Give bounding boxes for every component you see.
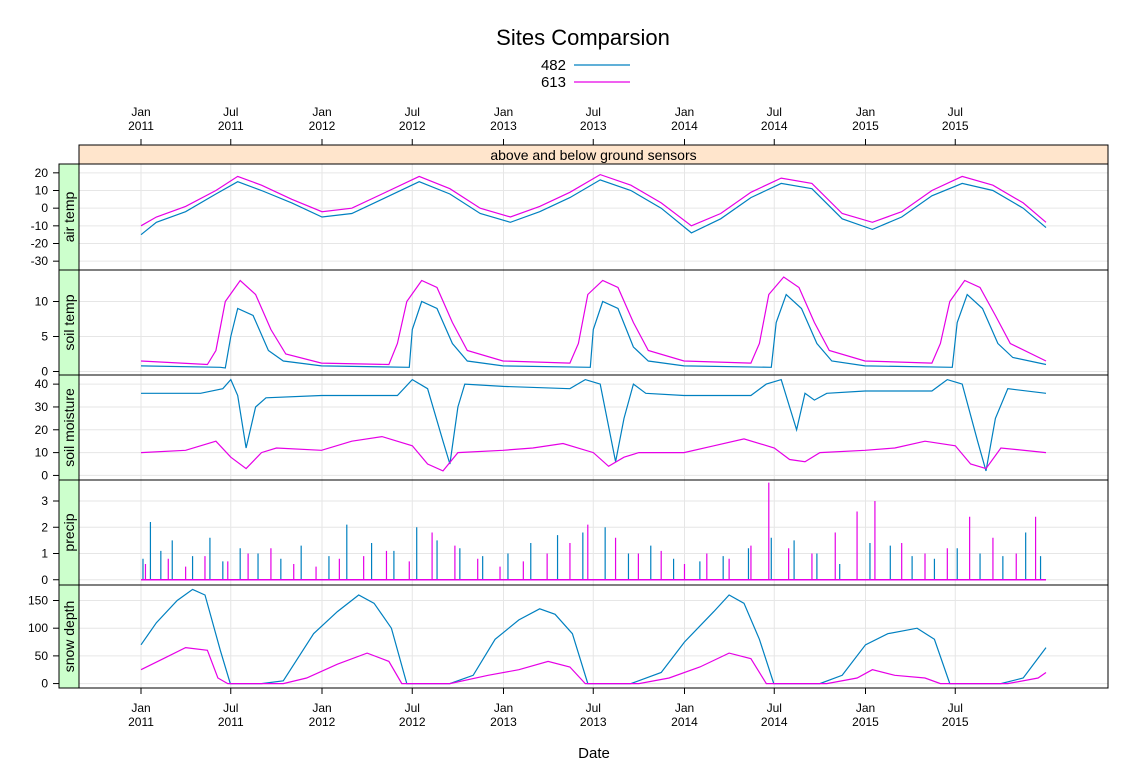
y-tick-label-4-0: 0 <box>41 677 48 691</box>
x-tick-label-year-8: 2015 <box>852 119 879 133</box>
top-x-axis: Jan2011Jul2011Jan2012Jul2012Jan2013Jul20… <box>128 105 969 145</box>
y-tick-label-4-1: 50 <box>35 649 49 663</box>
x-tick-label-month-6: Jan <box>675 105 694 119</box>
x-tick-label-year-0: 2011 <box>128 715 154 729</box>
y-tick-label-3-0: 0 <box>41 573 48 587</box>
x-tick-label-month-6: Jan <box>675 701 694 715</box>
x-tick-label-month-1: Jul <box>223 105 238 119</box>
series-line-613-0 <box>140 173 1047 227</box>
x-tick-label-year-3: 2012 <box>399 119 426 133</box>
x-tick-label-month-4: Jan <box>494 105 513 119</box>
series-line-482-0 <box>140 179 1047 236</box>
x-tick-label-month-9: Jul <box>948 105 963 119</box>
series-line-482-1 <box>140 293 1047 369</box>
x-tick-label-year-8: 2015 <box>852 715 879 729</box>
y-tick-label-3-1: 1 <box>41 547 48 561</box>
panel-label-3: precip <box>61 513 77 551</box>
bottom-x-axis: Jan2011Jul2011Jan2012Jul2012Jan2013Jul20… <box>128 688 969 729</box>
x-tick-label-year-1: 2011 <box>218 715 244 729</box>
y-tick-label-1-1: 5 <box>41 330 48 344</box>
y-tick-label-3-2: 2 <box>41 520 48 534</box>
x-tick-label-month-8: Jan <box>856 105 875 119</box>
x-tick-label-year-6: 2014 <box>671 715 698 729</box>
x-tick-label-year-2: 2012 <box>309 715 336 729</box>
x-tick-label-month-2: Jan <box>312 701 331 715</box>
x-tick-label-month-7: Jul <box>767 701 782 715</box>
x-tick-label-month-0: Jan <box>131 701 150 715</box>
x-tick-label-month-3: Jul <box>405 701 420 715</box>
x-tick-label-month-5: Jul <box>586 105 601 119</box>
panel-soil-moisture: soil moisture 0 10 20 30 40 <box>35 374 1109 482</box>
y-tick-label-1-2: 10 <box>35 295 49 309</box>
series-line-613-2 <box>140 435 1047 472</box>
x-tick-label-year-5: 2013 <box>580 715 607 729</box>
y-tick-label-2-2: 20 <box>35 423 49 437</box>
x-tick-label-month-0: Jan <box>131 105 150 119</box>
panel-precip: precip 0 1 2 3 <box>41 479 1109 587</box>
y-tick-label-2-4: 40 <box>35 377 49 391</box>
panel-air-temp: air temp -30 -20 -10 0 10 20 <box>31 163 1109 271</box>
x-tick-label-month-1: Jul <box>223 701 238 715</box>
legend-label-482: 482 <box>541 57 566 74</box>
panel-label-2: soil moisture <box>61 388 77 467</box>
series-line-613-1 <box>140 276 1047 366</box>
x-axis-label: Date <box>578 745 610 762</box>
panel-label-4: snow depth <box>61 601 77 673</box>
y-tick-label-0-0: -30 <box>31 254 49 268</box>
y-tick-label-2-3: 30 <box>35 400 49 414</box>
y-tick-label-4-3: 150 <box>28 594 48 608</box>
chart-title: Sites Comparsion <box>496 25 670 50</box>
x-tick-label-year-6: 2014 <box>671 119 698 133</box>
x-tick-label-year-2: 2012 <box>309 119 336 133</box>
y-tick-label-0-4: 10 <box>35 184 49 198</box>
x-tick-label-year-9: 2015 <box>942 715 969 729</box>
y-tick-label-0-2: -10 <box>31 219 49 233</box>
x-tick-label-year-7: 2014 <box>761 715 788 729</box>
x-tick-label-year-3: 2012 <box>399 715 426 729</box>
strip-header: above and below ground sensors <box>78 144 1109 165</box>
panel-label-1: soil temp <box>61 294 77 350</box>
x-tick-label-month-9: Jul <box>948 701 963 715</box>
x-tick-label-year-4: 2013 <box>490 119 517 133</box>
x-tick-label-year-4: 2013 <box>490 715 517 729</box>
strip-label: above and below ground sensors <box>490 147 696 163</box>
panel-snow-depth: snow depth 0 50 100 150 <box>28 584 1109 691</box>
series-line-613-4 <box>140 646 1047 685</box>
y-tick-label-1-0: 0 <box>41 365 48 379</box>
y-tick-label-2-1: 10 <box>35 446 49 460</box>
x-tick-label-year-5: 2013 <box>580 119 607 133</box>
y-tick-label-0-1: -20 <box>31 237 49 251</box>
y-tick-label-4-2: 100 <box>28 621 48 635</box>
panel-label-0: air temp <box>61 192 77 243</box>
x-tick-label-month-3: Jul <box>405 105 420 119</box>
legend-label-613: 613 <box>541 74 566 91</box>
x-tick-label-year-7: 2014 <box>761 119 788 133</box>
x-tick-label-month-7: Jul <box>767 105 782 119</box>
y-tick-label-3-3: 3 <box>41 494 48 508</box>
x-tick-label-month-4: Jan <box>494 701 513 715</box>
y-tick-label-2-0: 0 <box>41 468 48 482</box>
x-tick-label-month-2: Jan <box>312 105 331 119</box>
x-tick-label-year-9: 2015 <box>942 119 969 133</box>
x-tick-label-month-8: Jan <box>856 701 875 715</box>
y-tick-label-0-3: 0 <box>41 201 48 215</box>
x-tick-label-year-1: 2011 <box>218 119 244 133</box>
panel-soil-temp: soil temp 0 5 10 <box>35 269 1109 379</box>
y-tick-label-0-5: 20 <box>35 166 49 180</box>
x-tick-label-month-5: Jul <box>586 701 601 715</box>
x-tick-label-year-0: 2011 <box>128 119 154 133</box>
